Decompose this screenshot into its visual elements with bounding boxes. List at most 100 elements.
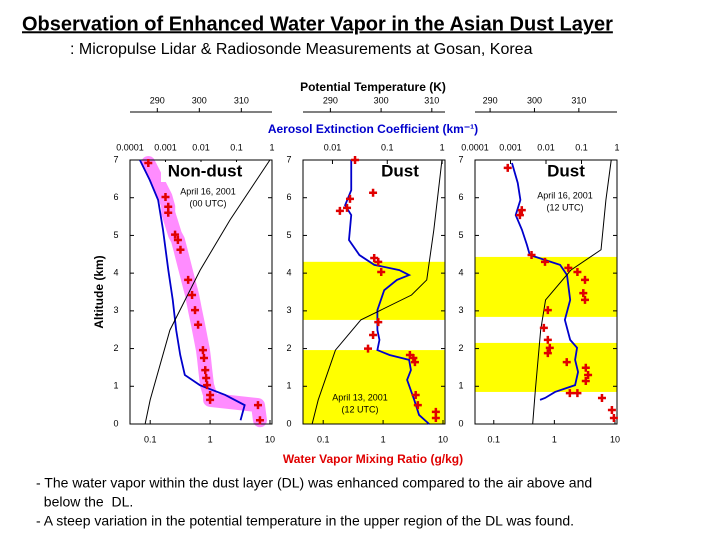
water-vapor-point <box>584 370 593 379</box>
water-vapor-point <box>581 363 590 372</box>
water-vapor-point <box>369 330 378 339</box>
panel: 0 1 2 3 4 5 6 7 0.1 1 10 0.0001 0.001 0.01 0.1 1 290 300 3… <box>113 95 275 444</box>
water-vapor-point <box>411 390 420 399</box>
x3-tick-label: 290 <box>323 95 338 105</box>
water-vapor-point <box>527 251 536 260</box>
water-vapor-point <box>144 159 153 168</box>
x-tick-label: 0.1 <box>488 434 501 444</box>
slide-subtitle: : Micropulse Lidar & Radiosonde Measurem… <box>70 41 533 58</box>
water-vapor-point <box>191 306 200 315</box>
x2-tick-label: 1 <box>440 142 445 152</box>
water-vapor-point <box>164 208 173 217</box>
x3-tick-label: 300 <box>374 95 389 105</box>
water-vapor-point <box>345 194 354 203</box>
potential-temperature-label: Potential Temperature (K) <box>300 80 446 94</box>
water-vapor-point <box>607 406 616 415</box>
water-vapor-point <box>543 306 552 315</box>
y-tick-label: 5 <box>113 230 118 240</box>
water-vapor-point <box>377 268 386 277</box>
x2-tick-label: 0.1 <box>575 142 588 152</box>
y-tick-label: 7 <box>113 154 118 164</box>
panel-annotation: April 16, 2001 <box>180 186 236 196</box>
label-box <box>161 162 249 182</box>
potential-temperature-line <box>311 159 443 425</box>
note: - The water vapor within the dust layer … <box>36 475 592 491</box>
water-vapor-point <box>206 395 215 404</box>
y-tick-label: 4 <box>113 268 118 278</box>
water-vapor-point <box>573 268 582 277</box>
x3-tick-label: 310 <box>424 95 439 105</box>
water-vapor-point <box>335 206 344 215</box>
y-tick-label: 0 <box>458 418 463 428</box>
extinction-line <box>344 160 430 425</box>
x3-tick-label: 290 <box>483 95 498 105</box>
panel-annotation: April 13, 2001 <box>332 392 388 402</box>
water-vapor-point <box>364 344 373 353</box>
water-vapor-point <box>199 354 208 362</box>
water-vapor-point <box>202 373 211 382</box>
water-vapor-point <box>188 291 197 300</box>
water-vapor-point <box>194 320 203 329</box>
water-vapor-point <box>580 295 589 304</box>
water-vapor-point <box>564 263 573 272</box>
water-vapor-point <box>609 413 618 422</box>
panel-annotation: (12 UTC) <box>546 202 583 212</box>
x2-tick-label: 1 <box>614 142 619 152</box>
x2-tick-label: 0.01 <box>192 142 210 152</box>
panel: 0 1 2 3 4 5 6 7 0.1 1 10 0.0001 0.001 0.01 0.1 1 290 300 3… <box>458 95 619 444</box>
x2-tick-label: 0.01 <box>537 142 555 152</box>
water-vapor-point <box>198 346 207 355</box>
dust-layer-band <box>303 261 445 320</box>
x2-tick-label: 0.1 <box>381 142 394 152</box>
x-tick-label: 10 <box>265 434 275 444</box>
y-tick-label: 3 <box>286 305 291 315</box>
water-vapor-label: Water Vapor Mixing Ratio (g/kg) <box>283 452 463 466</box>
water-vapor-point <box>503 163 512 172</box>
water-vapor-point <box>580 275 589 284</box>
y-tick-label: 2 <box>286 343 291 353</box>
y-tick-label: 1 <box>458 381 463 391</box>
water-vapor-point <box>255 416 264 425</box>
x3-tick-label: 290 <box>150 95 165 105</box>
water-vapor-point <box>545 343 554 352</box>
x-tick-label: 1 <box>381 434 386 444</box>
x3-tick-label: 300 <box>527 95 542 105</box>
y-tick-label: 2 <box>113 343 118 353</box>
note: - A steep variation in the potential tem… <box>36 513 574 529</box>
water-vapor-point <box>515 211 524 220</box>
y-tick-label: 3 <box>458 305 463 315</box>
water-vapor-point <box>517 206 526 215</box>
water-vapor-point <box>597 393 606 402</box>
water-vapor-point <box>413 401 422 410</box>
y-tick-label: 5 <box>458 230 463 240</box>
water-vapor-point <box>409 354 418 362</box>
x2-tick-label: 0.1 <box>230 142 243 152</box>
water-vapor-point <box>173 235 182 244</box>
water-vapor-point <box>431 413 440 422</box>
x2-tick-label: 0.001 <box>154 142 177 152</box>
x2-tick-label: 0.0001 <box>116 142 144 152</box>
water-vapor-point <box>203 381 212 390</box>
x2-tick-label: 1 <box>269 142 274 152</box>
water-vapor-point <box>184 275 193 284</box>
water-vapor-point <box>573 389 582 398</box>
y-tick-label: 7 <box>286 154 291 164</box>
water-vapor-point <box>253 401 262 410</box>
water-vapor-point <box>374 318 383 327</box>
water-vapor-point <box>539 323 548 332</box>
x-tick-label: 0.1 <box>317 434 330 444</box>
water-vapor-point <box>171 230 180 239</box>
y-tick-label: 0 <box>113 418 118 428</box>
panel-annotation: April 16, 2001 <box>537 190 593 200</box>
panel-label: Dust <box>547 161 585 180</box>
y-tick-label: 6 <box>286 192 291 202</box>
y-tick-label: 6 <box>458 192 463 202</box>
x3-tick-label: 300 <box>192 95 207 105</box>
y-tick-label: 6 <box>113 192 118 202</box>
water-vapor-point <box>579 289 588 298</box>
water-vapor-point <box>543 335 552 344</box>
x-tick-label: 10 <box>438 434 448 444</box>
x2-tick-label: 0.01 <box>324 142 342 152</box>
water-vapor-point <box>201 366 210 375</box>
x3-tick-label: 310 <box>234 95 249 105</box>
